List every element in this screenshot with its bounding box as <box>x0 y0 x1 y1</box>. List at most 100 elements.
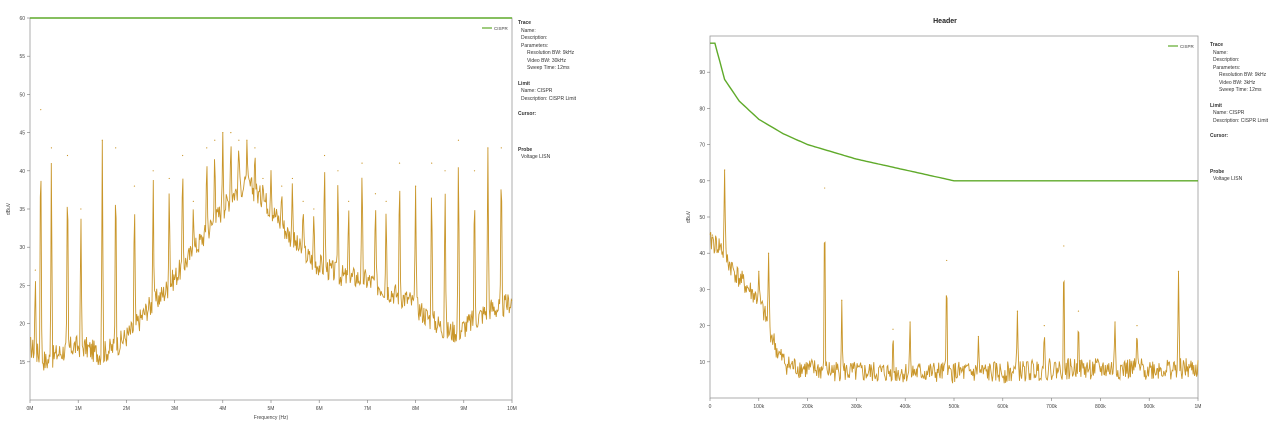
param-sweep: Sweep Time: 12ms <box>527 65 570 71</box>
probe-value: Voltage LISN <box>521 154 551 160</box>
legend-label: CISPR <box>494 26 509 31</box>
x-tick-label: 700k <box>1046 404 1057 410</box>
x-tick-label: 8M <box>412 406 419 412</box>
left-chart: 15 20 25 30 35 40 45 50 55 60 0M 1M 2M 3M 4M 5M 6M 7M 8M 9M… <box>6 16 517 421</box>
probe-value: Voltage LISN <box>1213 176 1243 182</box>
peak-point <box>281 185 283 187</box>
peak-point <box>361 162 363 164</box>
x-tick-label: 7M <box>364 406 371 412</box>
peak-point <box>80 208 82 210</box>
peak-point <box>415 185 417 187</box>
y-tick-label: 60 <box>699 179 705 185</box>
limit-description: Description: CISPR Limit <box>521 95 577 102</box>
x-tick-label: 600k <box>997 404 1008 410</box>
limit-name: Name: CISPR <box>521 88 553 94</box>
peak-point <box>262 177 264 180</box>
x-tick-label: 500k <box>949 404 960 410</box>
right-chart: 10 20 30 40 50 60 70 80 90 0 100k 200k 300k 400k 500k 6… <box>686 35 1202 410</box>
peak-point <box>302 200 304 202</box>
x-tick-label: 6M <box>316 406 323 412</box>
peak-point <box>34 269 36 271</box>
cursor-heading: Cursor: <box>1210 133 1229 139</box>
right-chart-title: Header <box>933 18 957 25</box>
y-tick-label: 50 <box>699 215 705 221</box>
peak-point <box>214 139 216 141</box>
plot-area <box>709 35 1199 399</box>
param-vbw: Video BW: 3kHz <box>1219 79 1256 86</box>
x-tick-label: 2M <box>123 406 130 412</box>
x-tick-label: 0 <box>709 404 712 410</box>
x-tick-label: 800k <box>1095 404 1106 410</box>
peak-point <box>1063 245 1065 247</box>
trace-description: Description: <box>521 35 548 41</box>
y-tick-label: 35 <box>19 207 25 213</box>
y-tick-label: 40 <box>699 251 705 257</box>
x-tick-label: 5M <box>268 406 275 412</box>
peak-point <box>230 132 232 134</box>
peak-point <box>909 321 911 323</box>
peak-point <box>977 335 979 338</box>
y-tick-label: 90 <box>699 70 705 76</box>
x-axis-label: Frequency (Hz) <box>254 415 289 421</box>
peak-point <box>487 147 489 149</box>
peak-point <box>168 177 170 180</box>
peak-point <box>398 162 401 164</box>
peak-point <box>323 154 326 157</box>
x-tick-label: 9M <box>460 406 467 412</box>
peak-point <box>50 147 53 149</box>
trace-description: Description: <box>1213 57 1240 63</box>
measurement-trace <box>709 169 1199 384</box>
right-chart-panel: 10 20 30 40 50 60 70 80 90 0 100k 200k 300k 400k 500k 6… <box>680 0 1280 428</box>
limit-heading: Limit <box>1210 102 1222 109</box>
left-info-panel: Trace Name: Description: Parameters: Res… <box>518 20 636 162</box>
peak-point <box>152 170 154 172</box>
y-tick-label: 40 <box>19 169 25 175</box>
peak-point <box>1136 325 1138 327</box>
parameters-heading: Parameters: <box>1213 64 1241 71</box>
peak-point <box>841 299 843 301</box>
peak-point <box>1016 310 1019 312</box>
y-tick-label: 50 <box>19 92 25 98</box>
peak-point <box>824 187 826 189</box>
x-tick-label: 100k <box>753 404 764 410</box>
peak-point <box>337 170 339 172</box>
param-rbw: Resolution BW: 9kHz <box>527 50 575 56</box>
y-axis-label: dBuV <box>6 202 12 215</box>
trace-name: Name: <box>521 27 536 34</box>
probe-heading: Probe <box>1210 168 1225 175</box>
y-tick-label: 20 <box>19 322 25 328</box>
peak-point <box>473 170 476 172</box>
probe-heading: Probe <box>518 146 533 153</box>
peak-point <box>767 252 770 254</box>
x-tick-label: 1M <box>1195 404 1202 410</box>
peak-point <box>431 162 433 164</box>
peak-point <box>254 147 256 149</box>
peak-point <box>115 147 117 149</box>
x-tick-label: 300k <box>851 404 862 410</box>
x-tick-label: 4M <box>219 406 226 412</box>
peak-point <box>1043 325 1045 327</box>
peak-point <box>1177 270 1180 272</box>
limit-line <box>710 42 1198 182</box>
peak-point <box>1114 321 1116 323</box>
peak-point <box>758 270 760 272</box>
peak-point <box>444 170 446 172</box>
trace-heading: Trace <box>518 20 532 26</box>
peak-point <box>892 328 894 330</box>
y-tick-label: 45 <box>19 131 25 137</box>
parameters-heading: Parameters: <box>521 42 549 49</box>
limit-heading: Limit <box>518 80 530 87</box>
y-tick-label: 15 <box>19 360 25 366</box>
peak-point <box>946 259 948 262</box>
cursor-heading: Cursor: <box>518 111 537 117</box>
peak-point <box>66 154 69 157</box>
y-tick-label: 30 <box>19 245 25 251</box>
peak-point <box>724 169 726 171</box>
y-tick-label: 70 <box>699 143 705 149</box>
limit-description: Description: CISPR Limit <box>1213 117 1269 124</box>
peak-point <box>270 170 272 172</box>
param-sweep: Sweep Time: 12ms <box>1219 87 1262 93</box>
y-tick-label: 60 <box>19 16 25 22</box>
y-tick-label: 25 <box>19 283 25 289</box>
trace-heading: Trace <box>1210 42 1224 48</box>
